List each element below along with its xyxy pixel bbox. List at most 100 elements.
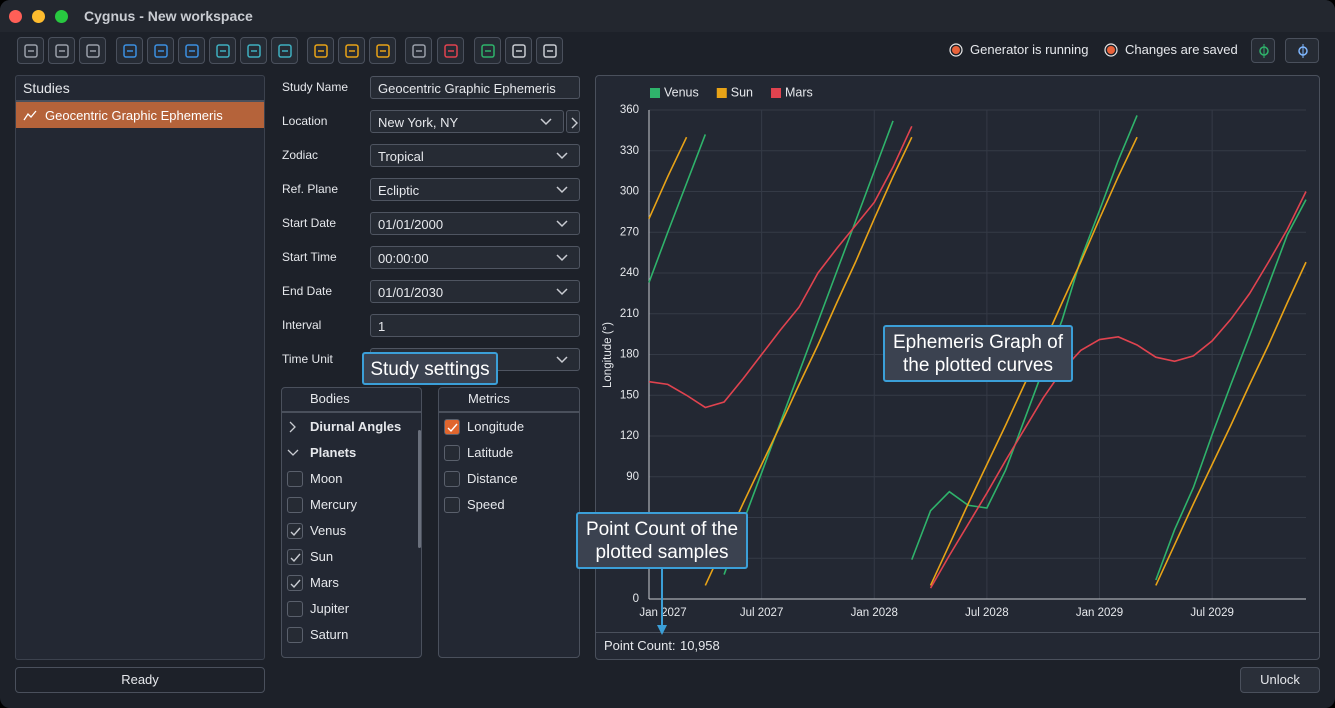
icon — [86, 44, 100, 58]
y-tick-label: 270 — [620, 226, 639, 238]
series-line — [1155, 199, 1307, 581]
panel-title: Metrics — [468, 391, 510, 406]
field[interactable]: Ecliptic — [370, 178, 580, 201]
more-button[interactable] — [566, 110, 580, 133]
toolbar-button[interactable] — [147, 37, 174, 64]
toolbar-button[interactable] — [116, 37, 143, 64]
icon — [55, 44, 69, 58]
toolbar-button[interactable] — [369, 37, 396, 64]
divider — [282, 411, 421, 413]
y-tick-label: 150 — [620, 389, 639, 401]
legend-label: Sun — [731, 85, 753, 99]
field[interactable]: 00:00:00 — [370, 246, 580, 269]
icon — [290, 527, 301, 537]
y-tick-label: 330 — [620, 145, 639, 157]
field[interactable]: 1 — [370, 314, 580, 337]
unlock-button[interactable]: Unlock — [1240, 667, 1320, 693]
body-name: Mars — [310, 575, 339, 590]
icon — [571, 117, 578, 129]
icon — [556, 152, 568, 160]
window-control[interactable] — [55, 10, 68, 23]
x-tick-label: Jan 2029 — [1076, 607, 1123, 619]
legend-label: Mars — [785, 85, 813, 99]
checkbox[interactable] — [444, 445, 460, 461]
y-tick-label: 120 — [620, 430, 639, 442]
field-value: 01/01/2030 — [378, 285, 444, 300]
status-text: Generator is running — [970, 42, 1089, 57]
checkbox[interactable] — [444, 419, 460, 435]
window-control[interactable] — [32, 10, 45, 23]
toolbar-button[interactable] — [240, 37, 267, 64]
field[interactable]: 01/01/2030 — [370, 280, 580, 303]
icon — [556, 220, 568, 228]
field[interactable]: 01/01/2000 — [370, 212, 580, 235]
checkbox[interactable] — [287, 627, 303, 643]
field-label: Start Date — [282, 216, 337, 230]
toolbar-button[interactable] — [271, 37, 298, 64]
icon — [314, 44, 328, 58]
y-tick-label: 210 — [620, 308, 639, 320]
checkbox[interactable] — [287, 471, 303, 487]
field[interactable]: Tropical — [370, 144, 580, 167]
callout-text: Ephemeris Graph of — [892, 332, 1064, 353]
series-line — [648, 134, 707, 283]
callout-text: Study settings — [370, 359, 490, 380]
callout: Point Count of the plotted samples — [576, 512, 748, 569]
toolbar-button[interactable] — [178, 37, 205, 64]
group-name[interactable]: Planets — [310, 445, 357, 460]
scrollbar — [418, 430, 421, 548]
toolbar-button[interactable] — [474, 37, 501, 64]
toolbar-button[interactable] — [48, 37, 75, 64]
icon — [290, 579, 301, 589]
divider — [596, 632, 1319, 633]
checkbox[interactable] — [444, 471, 460, 487]
checkbox[interactable] — [287, 497, 303, 513]
toolbar-button[interactable] — [505, 37, 532, 64]
body-name: Jupiter — [310, 601, 350, 616]
callout-text: plotted samples — [595, 542, 729, 563]
toolbar-button[interactable] — [209, 37, 236, 64]
y-axis-label: Longitude (°) — [602, 322, 614, 388]
window-control[interactable] — [9, 10, 22, 23]
toolbar-button[interactable] — [1251, 38, 1275, 63]
icon — [278, 44, 292, 58]
legend-swatch — [716, 88, 727, 98]
study-item[interactable]: Geocentric Graphic Ephemeris — [16, 102, 264, 128]
toolbar-button[interactable] — [536, 37, 563, 64]
icon — [657, 569, 667, 635]
point-count-value: 10,958 — [680, 638, 720, 653]
y-tick-label: 300 — [620, 186, 639, 198]
callout-text: the plotted curves — [903, 355, 1053, 376]
checkbox[interactable] — [287, 523, 303, 539]
toolbar-button[interactable] — [405, 37, 432, 64]
point-count-label: Point Count: — [604, 638, 676, 653]
icon — [556, 254, 568, 262]
toolbar-button[interactable] — [1285, 38, 1319, 63]
y-tick-label: 180 — [620, 349, 639, 361]
icon — [540, 118, 552, 126]
toolbar-button[interactable] — [307, 37, 334, 64]
toolbar-button[interactable] — [437, 37, 464, 64]
toolbar-button[interactable] — [79, 37, 106, 64]
metric-name: Longitude — [467, 419, 525, 434]
studies-panel — [15, 75, 265, 660]
field-value: Tropical — [378, 149, 424, 164]
checkbox[interactable] — [287, 601, 303, 617]
field[interactable]: Geocentric Graphic Ephemeris — [370, 76, 580, 99]
toolbar-button[interactable] — [338, 37, 365, 64]
callout-text: Point Count of the — [585, 519, 739, 540]
body-name: Sun — [310, 549, 334, 564]
group-name[interactable]: Diurnal Angles — [310, 419, 402, 434]
checkbox[interactable] — [287, 575, 303, 591]
checkbox[interactable] — [444, 497, 460, 513]
field[interactable]: New York, NY — [370, 110, 564, 133]
series-line — [648, 136, 688, 219]
panel-title: Studies — [23, 80, 70, 96]
legend-label: Venus — [664, 85, 699, 99]
toolbar-button[interactable] — [17, 37, 44, 64]
x-tick-label: Jul 2029 — [1190, 607, 1233, 619]
checkbox[interactable] — [287, 549, 303, 565]
window-title: Cygnus - New workspace — [84, 8, 253, 24]
status-button[interactable]: Ready — [15, 667, 265, 693]
